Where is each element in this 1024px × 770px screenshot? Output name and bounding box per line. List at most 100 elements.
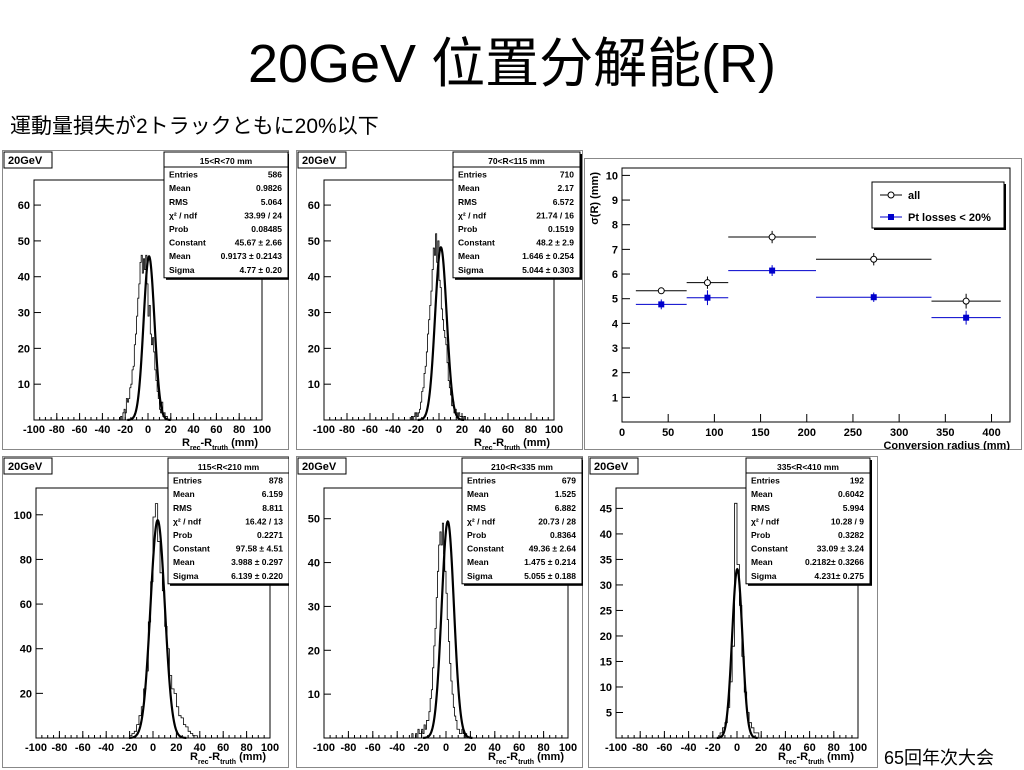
y-tick-label: 20 — [20, 688, 32, 700]
x-axis-label-part: (mm) — [228, 437, 258, 449]
x-tick-label: 0 — [619, 427, 625, 439]
x-tick-label: -60 — [72, 424, 88, 436]
stats-value: 1.475 ± 0.214 — [524, 557, 576, 567]
stats-value: 4.77 ± 0.20 — [240, 265, 283, 275]
stats-key: Mean — [467, 489, 489, 499]
energy-label-box — [589, 457, 639, 475]
x-tick-label: 200 — [798, 427, 816, 439]
stats-value: 21.74 / 16 — [536, 210, 574, 220]
y-tick-label: 3 — [612, 343, 618, 355]
x-tick-label: 60 — [210, 424, 222, 436]
x-tick-label: 20 — [464, 742, 476, 754]
x-tick-label: 80 — [828, 742, 840, 754]
x-tick-label: -100 — [605, 742, 627, 754]
x-tick-label: -40 — [94, 424, 110, 436]
legend-label: all — [908, 190, 920, 202]
x-tick-label: 20 — [456, 424, 468, 436]
stats-value: 679 — [562, 476, 576, 486]
x-tick-label: 40 — [489, 742, 501, 754]
energy-label: 20GeV — [302, 155, 337, 167]
gaussian-fit-curve — [417, 245, 465, 422]
energy-label: 20GeV — [594, 461, 629, 473]
x-tick-label: 350 — [936, 427, 954, 439]
x-tick-label: 60 — [502, 424, 514, 436]
y-tick-label: 30 — [18, 308, 30, 320]
x-tick-label: 100 — [545, 424, 563, 436]
stats-value: 5.055 ± 0.188 — [524, 571, 576, 581]
x-axis-label-part: R — [182, 437, 190, 449]
resolution-scatter-panel: 1 2 3 4 5 6 7 8 9 10 0 50 100 150 200 250 300 350 400 Conve… — [584, 158, 1022, 450]
stats-value: 33.09 ± 3.24 — [817, 544, 864, 554]
stats-key: Prob — [169, 224, 188, 234]
stats-title: 210<R<335 mm — [491, 462, 553, 472]
stats-key: χ² / ndf — [458, 210, 486, 220]
stats-key: Constant — [173, 544, 210, 554]
stats-key: Mean — [467, 557, 489, 567]
x-tick-label: 100 — [559, 742, 577, 754]
histogram-svg-5: 5 10 15 20 25 30 35 40 45 -100 -80 -60 -40 -20 0 20 40 60… — [588, 456, 878, 768]
y-tick-label: 40 — [308, 558, 320, 570]
stats-value: 3.988 ± 0.297 — [231, 557, 283, 567]
x-tick-label: 80 — [240, 742, 252, 754]
x-tick-label: 40 — [187, 424, 199, 436]
x-axis-label-part: -R — [208, 751, 220, 763]
stats-value: 97.58 ± 4.51 — [236, 544, 283, 554]
stats-key: RMS — [751, 503, 770, 513]
x-tick-label: 0 — [150, 742, 156, 754]
y-tick-label: 10 — [308, 689, 320, 701]
x-tick-label: -60 — [75, 742, 91, 754]
stats-value: 0.1519 — [548, 224, 574, 234]
page-title: 20GeV 位置分解能(R) — [247, 34, 777, 94]
x-tick-label: -100 — [25, 742, 47, 754]
y-tick-label: 20 — [600, 631, 612, 643]
stats-key: Entries — [467, 476, 496, 486]
stats-value: 45.67 ± 2.66 — [235, 238, 282, 248]
y-tick-label: 8 — [612, 220, 618, 232]
x-tick-label: -60 — [656, 742, 672, 754]
x-tick-label: 40 — [479, 424, 491, 436]
stats-key: χ² / ndf — [173, 516, 201, 526]
stats-value: 33.99 / 24 — [244, 210, 282, 220]
stats-value: 0.6042 — [838, 489, 864, 499]
histogram-panel-4: 10 20 30 40 50 -100 -80 -60 -40 -20 0 20 40 60 80 100 20… — [296, 456, 583, 768]
stats-value: 5.064 — [261, 197, 283, 207]
legend-box — [871, 181, 1005, 229]
x-axis-label-subscript: rec — [496, 759, 507, 766]
stats-value: 5.044 ± 0.303 — [522, 265, 574, 275]
x-axis-label-subscript: rec — [190, 445, 201, 451]
x-axis-label-part: -R — [506, 751, 518, 763]
data-point-all — [768, 233, 776, 241]
x-axis-label: Conversion radius (mm) — [883, 440, 1010, 450]
stats-key: Sigma — [467, 571, 493, 581]
histogram-steps — [120, 254, 169, 421]
data-point-pt-losses — [769, 267, 776, 274]
histogram-panel-3: 20 40 60 80 100 -100 -80 -60 -40 -20 0 20 40 60 80 100 2… — [2, 456, 289, 768]
stats-key: χ² / ndf — [169, 210, 197, 220]
stats-key: RMS — [169, 197, 188, 207]
stats-value: 4.231± 0.275 — [814, 571, 864, 581]
x-axis-label-subscript: truth — [808, 759, 824, 766]
y-tick-label: 10 — [600, 682, 612, 694]
x-tick-label: 60 — [217, 742, 229, 754]
x-axis-label: Rrec-Rtruth (mm) — [474, 437, 550, 450]
stats-key: Prob — [458, 224, 477, 234]
x-tick-label: 80 — [233, 424, 245, 436]
histogram-svg-3: 20 40 60 80 100 -100 -80 -60 -40 -20 0 20 40 60 80 100 2… — [2, 456, 289, 768]
x-tick-label: -40 — [385, 424, 401, 436]
stats-value: 2.17 — [557, 183, 574, 193]
legend-marker-all — [887, 191, 895, 199]
stats-value: 1.646 ± 0.254 — [522, 251, 574, 261]
data-point-all — [870, 255, 878, 263]
x-tick-label: 0 — [443, 742, 449, 754]
y-tick-label: 40 — [308, 272, 320, 284]
stats-key: Prob — [173, 530, 192, 540]
histogram-panel-1: 10 20 30 40 50 60 -100 -80 -60 -40 -20 0 20 40 60 80 100… — [2, 150, 289, 450]
stats-key: χ² / ndf — [751, 516, 779, 526]
stats-value: 48.2 ± 2.9 — [536, 238, 574, 248]
x-tick-label: -20 — [414, 742, 430, 754]
energy-label-box — [297, 457, 347, 475]
y-tick-label: 20 — [18, 343, 30, 355]
x-tick-label: 60 — [803, 742, 815, 754]
x-tick-label: 0 — [145, 424, 151, 436]
y-tick-label: 10 — [606, 170, 618, 182]
